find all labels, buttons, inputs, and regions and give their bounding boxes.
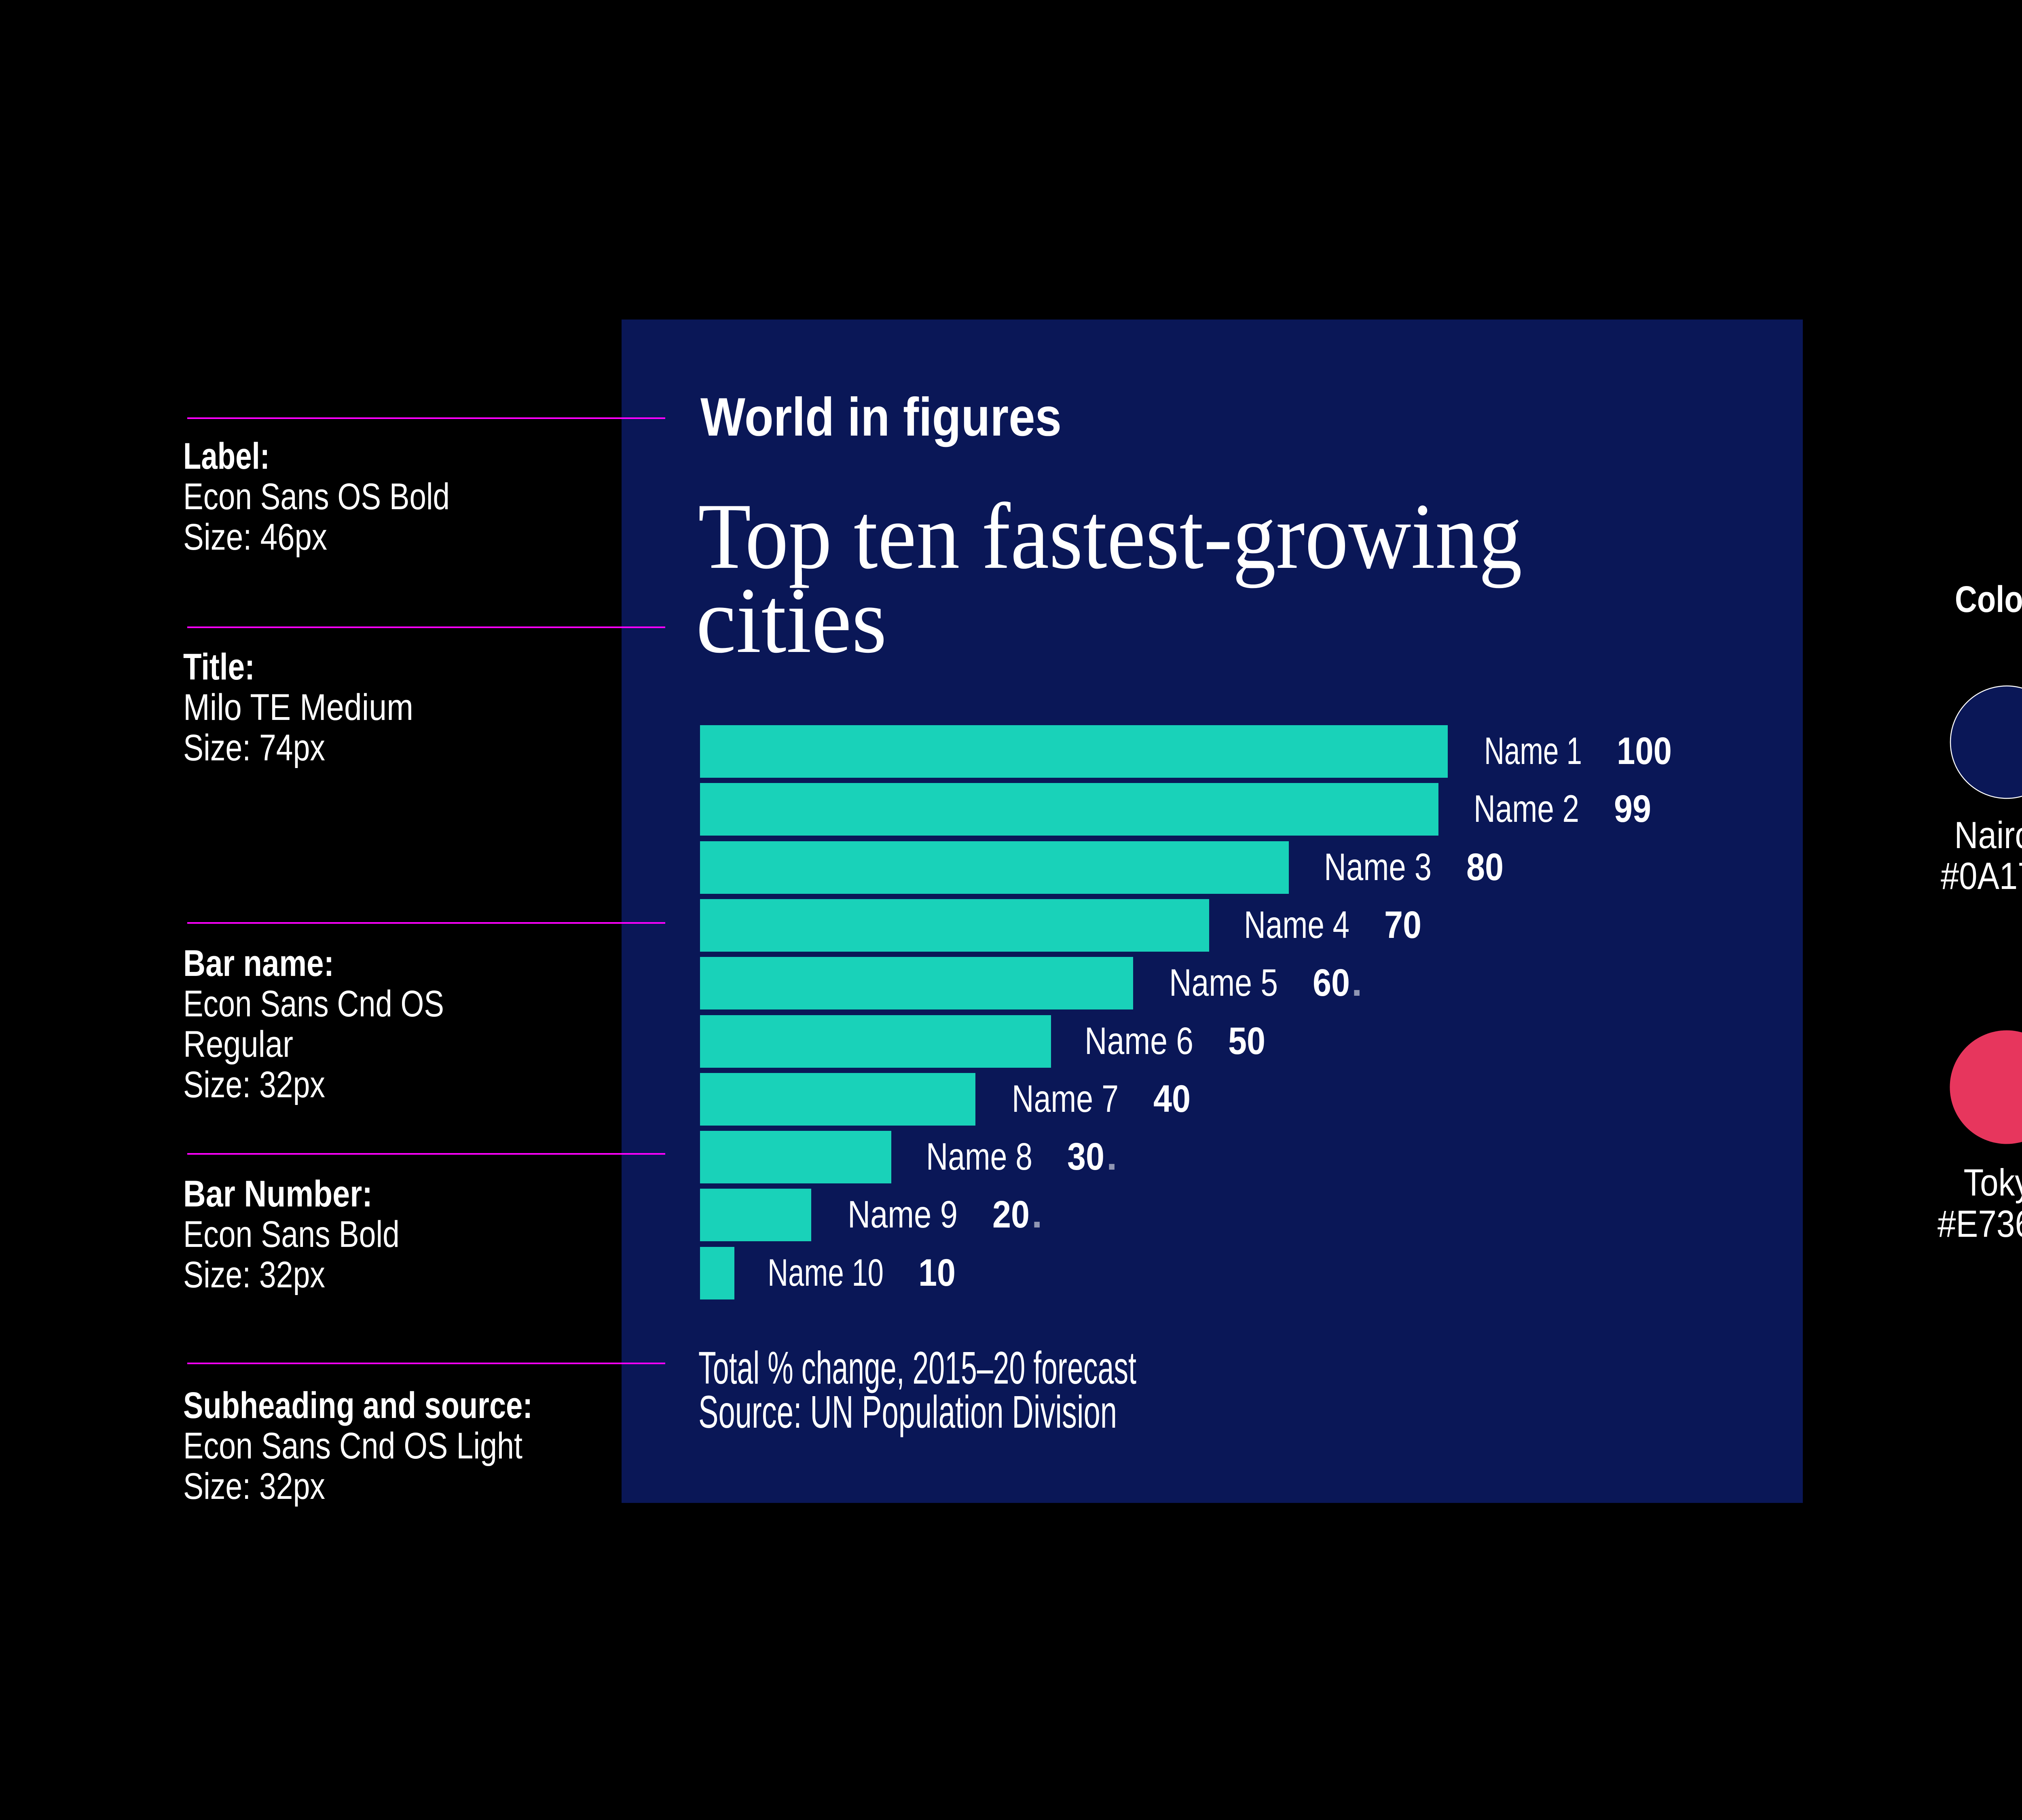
svg-text:Name 1: Name 1	[1484, 730, 1582, 772]
svg-text:20: 20	[992, 1193, 1030, 1236]
svg-text:40: 40	[1153, 1077, 1191, 1120]
svg-text:Colour combinations:: Colour combinations:	[1955, 579, 2022, 620]
svg-text:.: .	[1106, 1135, 1117, 1178]
svg-text:Size: 32px: Size: 32px	[183, 1064, 325, 1105]
svg-text:30: 30	[1067, 1135, 1104, 1178]
svg-text:.: .	[1032, 1193, 1042, 1236]
svg-text:100: 100	[1617, 730, 1672, 772]
svg-text:Size: 32px: Size: 32px	[183, 1466, 325, 1507]
svg-text:Milo TE Medium: Milo TE Medium	[183, 687, 413, 728]
svg-text:Econ Sans Cnd OS Light: Econ Sans Cnd OS Light	[183, 1425, 522, 1467]
svg-text:Top ten fastest-growing: Top ten fastest-growing	[698, 484, 1522, 588]
svg-text:Name 2: Name 2	[1474, 787, 1579, 830]
svg-text:Total % change, 2015–20 foreca: Total % change, 2015–20 forecast	[698, 1342, 1136, 1393]
svg-text:#0A1757: #0A1757	[1941, 855, 2022, 897]
svg-text:Size: 46px: Size: 46px	[183, 516, 327, 558]
svg-text:Econ Sans Cnd OS: Econ Sans Cnd OS	[183, 983, 444, 1024]
svg-text:World in figures: World in figures	[700, 387, 1062, 447]
svg-text:60: 60	[1313, 961, 1350, 1004]
svg-text:Name 6: Name 6	[1085, 1020, 1193, 1062]
svg-text:Size: 32px: Size: 32px	[183, 1254, 325, 1295]
svg-text:Title:: Title:	[183, 646, 255, 688]
svg-text:Nairobi: Nairobi	[1954, 814, 2022, 856]
svg-text:Name 10: Name 10	[768, 1251, 884, 1294]
svg-text:.: .	[1352, 961, 1362, 1004]
svg-text:Name 3: Name 3	[1324, 846, 1432, 889]
svg-text:Name 9: Name 9	[848, 1193, 958, 1236]
svg-text:Name 7: Name 7	[1012, 1077, 1119, 1120]
svg-text:Econ Sans OS Bold: Econ Sans OS Bold	[183, 476, 450, 517]
svg-text:Source: UN Population Division: Source: UN Population Division	[698, 1386, 1117, 1437]
svg-text:Bar Number:: Bar Number:	[183, 1173, 372, 1215]
svg-text:Regular: Regular	[183, 1024, 293, 1065]
svg-text:Subheading and source:: Subheading and source:	[183, 1385, 533, 1426]
svg-text:80: 80	[1466, 846, 1504, 889]
svg-text:Econ Sans Bold: Econ Sans Bold	[183, 1214, 400, 1255]
svg-text:10: 10	[918, 1251, 956, 1294]
svg-text:50: 50	[1228, 1020, 1265, 1062]
svg-text:99: 99	[1614, 787, 1651, 830]
svg-text:#E7365D: #E7365D	[1937, 1202, 2022, 1245]
svg-text:Name 8: Name 8	[926, 1135, 1032, 1178]
svg-text:Label:: Label:	[183, 436, 270, 477]
svg-text:cities: cities	[696, 568, 887, 673]
svg-text:Size: 74px: Size: 74px	[183, 727, 325, 768]
svg-text:Tokyo: Tokyo	[1964, 1161, 2022, 1204]
svg-text:Name 5: Name 5	[1169, 961, 1278, 1004]
svg-text:Bar name:: Bar name:	[183, 943, 334, 984]
svg-text:70: 70	[1384, 904, 1421, 946]
svg-text:Name 4: Name 4	[1244, 904, 1349, 946]
